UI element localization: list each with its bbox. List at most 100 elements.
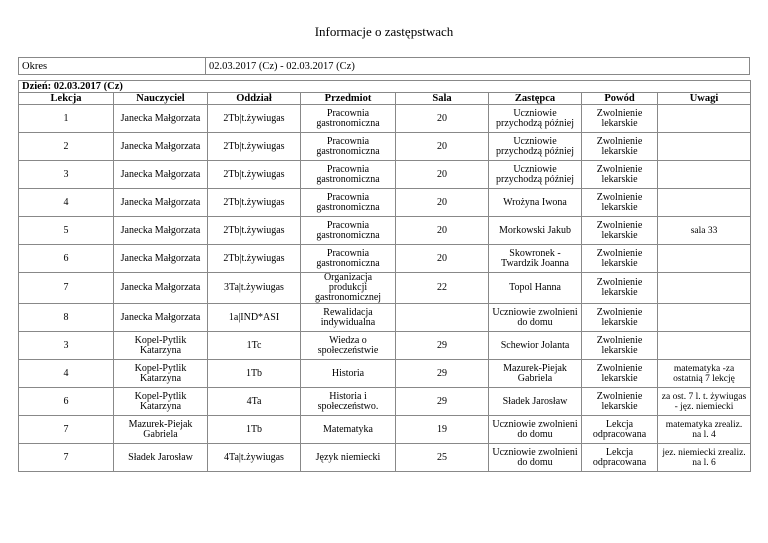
cell-teacher: Janecka Małgorzata xyxy=(113,244,208,273)
table-row: 1 Janecka Małgorzata 2Tb|t.żywiugas Pracown… xyxy=(18,104,752,133)
period-label: Okres xyxy=(18,57,206,75)
cell-room: 20 xyxy=(395,104,489,133)
cell-notes: matematyka -za ostatnią 7 lekcję xyxy=(656,359,752,388)
cell-substitute: Uczniowie zwolnieni do domu xyxy=(488,303,582,332)
cell-lesson: 6 xyxy=(18,244,114,273)
cell-class: 2Tb|t.żywiugas xyxy=(207,244,301,273)
table-row: 2 Janecka Małgorzata 2Tb|t.żywiugas Pracown… xyxy=(18,132,752,161)
cell-substitute: Mazurek-Piejak Gabriela xyxy=(488,359,582,388)
cell-lesson: 4 xyxy=(18,188,114,217)
table-row: 6 Kopel-Pytlik Katarzyna 4Ta Historia i spo… xyxy=(18,387,752,416)
cell-substitute: Skowronek - Twardzik Joanna xyxy=(488,244,582,273)
cell-subject: Rewalidacja indywidualna xyxy=(300,303,396,332)
header-class: Oddział xyxy=(207,92,301,105)
cell-subject: Pracownia gastronomiczna xyxy=(300,104,396,133)
cell-subject: Matematyka xyxy=(300,415,396,444)
cell-reason: Zwolnienie lekarskie xyxy=(581,216,658,245)
cell-substitute: Morkowski Jakub xyxy=(488,216,582,245)
table-row: 7 Janecka Małgorzata 3Ta|t.żywiugas Organiz… xyxy=(18,272,752,304)
cell-subject: Organizacja produkcji gastronomicznej xyxy=(300,272,396,304)
cell-teacher: Kopel-Pytlik Katarzyna xyxy=(113,387,208,416)
cell-class: 4Ta xyxy=(207,387,301,416)
cell-reason: Zwolnienie lekarskie xyxy=(581,387,658,416)
substitutions-table: Dzień: 02.03.2017 (Cz) Lekcja Nauczyciel O… xyxy=(17,80,752,472)
cell-teacher: Kopel-Pytlik Katarzyna xyxy=(113,331,208,360)
cell-reason: Lekcja odpracowana xyxy=(581,415,658,444)
cell-room: 29 xyxy=(395,387,489,416)
table-row: 3 Kopel-Pytlik Katarzyna 1Tc Wiedza o społe… xyxy=(18,331,752,360)
cell-room: 29 xyxy=(395,359,489,388)
header-substitute: Zastępca xyxy=(488,92,582,105)
day-header: Dzień: 02.03.2017 (Cz) xyxy=(17,80,752,93)
cell-subject: Historia i społeczeństwo. xyxy=(300,387,396,416)
cell-subject: Język niemiecki xyxy=(300,443,396,472)
cell-teacher: Janecka Małgorzata xyxy=(113,132,208,161)
table-row: 5 Janecka Małgorzata 2Tb|t.żywiugas Pracown… xyxy=(18,216,752,245)
cell-lesson: 2 xyxy=(18,132,114,161)
header-room: Sala xyxy=(395,92,489,105)
header-lesson: Lekcja xyxy=(18,92,114,105)
cell-room: 20 xyxy=(395,188,489,217)
table-row: 4 Kopel-Pytlik Katarzyna 1Tb Historia 29 Mazu… xyxy=(18,359,752,388)
header-teacher: Nauczyciel xyxy=(113,92,208,105)
cell-lesson: 1 xyxy=(18,104,114,133)
cell-room: 20 xyxy=(395,216,489,245)
header-notes: Uwagi xyxy=(656,92,752,105)
cell-substitute: Uczniowie przychodzą później xyxy=(488,104,582,133)
cell-room: 25 xyxy=(395,443,489,472)
page-title: Informacje o zastępstwach xyxy=(314,24,454,39)
cell-notes: sala 33 xyxy=(656,216,752,245)
cell-notes xyxy=(656,272,752,304)
cell-reason: Lekcja odpracowana xyxy=(581,443,658,472)
table-row: 7 Mazurek-Piejak Gabriela 1Tb Matematyka 19 U… xyxy=(18,415,752,444)
cell-lesson: 7 xyxy=(18,443,114,472)
cell-teacher: Sładek Jarosław xyxy=(113,443,208,472)
cell-notes xyxy=(656,244,752,273)
period-table: Okres 02.03.2017 (Cz) - 02.03.2017 (Cz) xyxy=(18,57,750,75)
cell-substitute: Uczniowie przychodzą później xyxy=(488,132,582,161)
cell-reason: Zwolnienie lekarskie xyxy=(581,104,658,133)
cell-class: 2Tb|t.żywiugas xyxy=(207,104,301,133)
cell-lesson: 3 xyxy=(18,160,114,189)
cell-reason: Zwolnienie lekarskie xyxy=(581,132,658,161)
cell-teacher: Mazurek-Piejak Gabriela xyxy=(113,415,208,444)
cell-teacher: Janecka Małgorzata xyxy=(113,303,208,332)
cell-subject: Pracownia gastronomiczna xyxy=(300,132,396,161)
cell-lesson: 5 xyxy=(18,216,114,245)
cell-notes xyxy=(656,331,752,360)
cell-class: 2Tb|t.żywiugas xyxy=(207,216,301,245)
cell-lesson: 4 xyxy=(18,359,114,388)
table-row: 6 Janecka Małgorzata 2Tb|t.żywiugas Pracown… xyxy=(18,244,752,273)
cell-reason: Zwolnienie lekarskie xyxy=(581,160,658,189)
cell-class: 2Tb|t.żywiugas xyxy=(207,132,301,161)
cell-reason: Zwolnienie lekarskie xyxy=(581,244,658,273)
cell-class: 2Tb|t.żywiugas xyxy=(207,188,301,217)
cell-lesson: 8 xyxy=(18,303,114,332)
cell-lesson: 7 xyxy=(18,415,114,444)
cell-subject: Pracownia gastronomiczna xyxy=(300,188,396,217)
cell-class: 4Ta|t.żywiugas xyxy=(207,443,301,472)
table-row: 7 Sładek Jarosław 4Ta|t.żywiugas Język niem… xyxy=(18,443,752,472)
cell-reason: Zwolnienie lekarskie xyxy=(581,188,658,217)
period-value: 02.03.2017 (Cz) - 02.03.2017 (Cz) xyxy=(205,57,750,75)
cell-subject: Pracownia gastronomiczna xyxy=(300,160,396,189)
cell-class: 2Tb|t.żywiugas xyxy=(207,160,301,189)
cell-room: 29 xyxy=(395,331,489,360)
cell-teacher: Janecka Małgorzata xyxy=(113,216,208,245)
cell-notes xyxy=(656,104,752,133)
cell-substitute: Uczniowie zwolnieni do domu xyxy=(488,415,582,444)
cell-notes xyxy=(656,188,752,217)
cell-room: 20 xyxy=(395,160,489,189)
cell-reason: Zwolnienie lekarskie xyxy=(581,331,658,360)
table-row: 3 Janecka Małgorzata 2Tb|t.żywiugas Pracown… xyxy=(18,160,752,189)
cell-substitute: Schewior Jolanta xyxy=(488,331,582,360)
cell-notes: jez. niemiecki zrealiz. na l. 6 xyxy=(656,443,752,472)
cell-substitute: Uczniowie zwolnieni do domu xyxy=(488,443,582,472)
cell-notes: matematyka zrealiz. na l. 4 xyxy=(656,415,752,444)
header-subject: Przedmiot xyxy=(300,92,396,105)
cell-substitute: Uczniowie przychodzą później xyxy=(488,160,582,189)
cell-teacher: Kopel-Pytlik Katarzyna xyxy=(113,359,208,388)
cell-reason: Zwolnienie lekarskie xyxy=(581,272,658,304)
cell-class: 1Tc xyxy=(207,331,301,360)
table-row: 8 Janecka Małgorzata 1a|IND*ASI Rewalidacja… xyxy=(18,303,752,332)
